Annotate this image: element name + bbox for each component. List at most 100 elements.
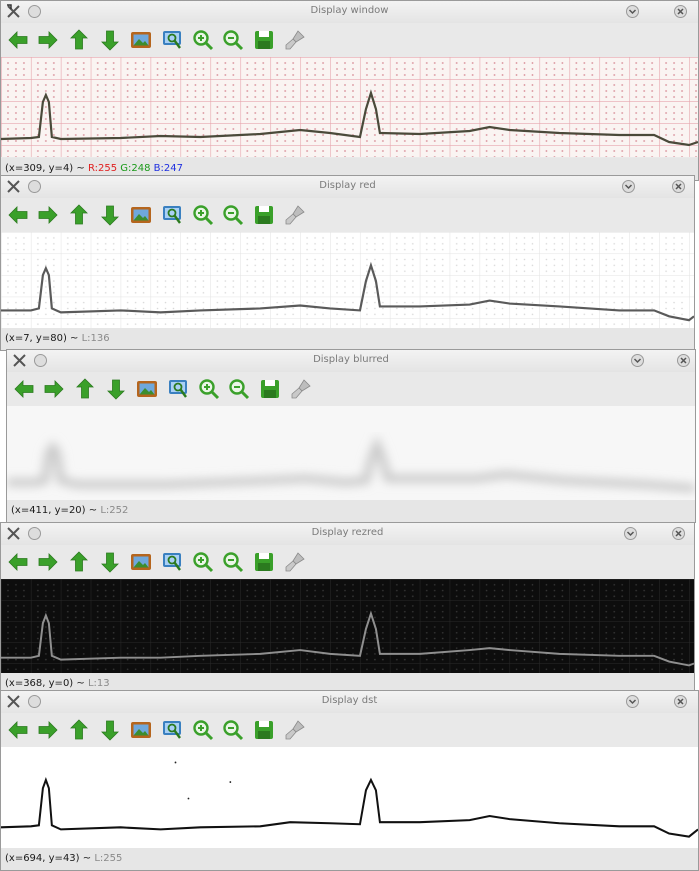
ecg-trace	[1, 610, 694, 667]
arrow-right-icon[interactable]	[36, 28, 60, 52]
status-bar: (x=411, y=20) ~ L:252	[7, 500, 695, 522]
arrow-left-icon[interactable]	[12, 377, 36, 401]
close-icon[interactable]	[671, 526, 686, 541]
image-view[interactable]	[1, 57, 698, 157]
arrow-left-icon[interactable]	[6, 550, 30, 574]
chevron-down-icon[interactable]	[621, 179, 636, 194]
arrow-right-icon[interactable]	[42, 377, 66, 401]
zoom-in-icon[interactable]	[191, 718, 215, 742]
display-dst-window: Display dst (x=694, y=43) ~ L:255	[0, 690, 699, 871]
arrow-right-icon[interactable]	[36, 718, 60, 742]
arrow-left-icon[interactable]	[6, 28, 30, 52]
level-value: L:255	[94, 853, 123, 864]
image-icon[interactable]	[129, 28, 153, 52]
arrow-right-icon[interactable]	[36, 550, 60, 574]
image-icon[interactable]	[135, 377, 159, 401]
title-bar[interactable]: Display rezred	[1, 523, 694, 545]
status-bar: (x=309, y=4) ~ R:255 G:248 B:247	[1, 158, 698, 180]
zoom-fit-icon[interactable]	[161, 718, 185, 742]
close-icon[interactable]	[671, 179, 686, 194]
arrow-up-icon[interactable]	[73, 377, 97, 401]
ecg-trace	[1, 89, 698, 147]
image-view[interactable]	[1, 232, 694, 330]
coords-readout: (x=368, y=0)	[5, 678, 74, 689]
zoom-fit-icon[interactable]	[167, 377, 191, 401]
image-icon[interactable]	[129, 718, 153, 742]
display-red-window: Display red (x=7, y=80) ~ L:136	[0, 175, 695, 351]
blue-value: B:247	[153, 163, 183, 174]
zoom-out-icon[interactable]	[221, 718, 245, 742]
app-menu-icon[interactable]	[12, 353, 27, 368]
display-rezred-window: Display rezred (x=368, y=0) ~ L:13	[0, 522, 695, 696]
level-value: L:252	[100, 505, 129, 516]
close-icon[interactable]	[676, 353, 691, 368]
zoom-out-icon[interactable]	[221, 28, 245, 52]
clear-brush-icon[interactable]	[289, 377, 313, 401]
zoom-out-icon[interactable]	[227, 377, 251, 401]
minimize-icon[interactable]	[27, 4, 42, 19]
image-view[interactable]	[7, 406, 695, 504]
status-bar: (x=7, y=80) ~ L:136	[1, 328, 694, 350]
level-value: L:13	[87, 678, 110, 689]
minimize-icon[interactable]	[33, 353, 48, 368]
close-icon[interactable]	[673, 4, 688, 19]
save-icon[interactable]	[258, 377, 282, 401]
minimize-icon[interactable]	[27, 526, 42, 541]
zoom-in-icon[interactable]	[191, 203, 215, 227]
arrow-up-icon[interactable]	[67, 550, 91, 574]
toolbar	[1, 198, 694, 232]
save-icon[interactable]	[252, 28, 276, 52]
arrow-left-icon[interactable]	[6, 203, 30, 227]
image-icon[interactable]	[129, 550, 153, 574]
title-bar[interactable]: Display red	[1, 176, 694, 198]
minimize-icon[interactable]	[27, 694, 42, 709]
toolbar	[1, 23, 698, 57]
zoom-in-icon[interactable]	[191, 550, 215, 574]
arrow-up-icon[interactable]	[67, 203, 91, 227]
arrow-down-icon[interactable]	[98, 203, 122, 227]
minimize-icon[interactable]	[27, 179, 42, 194]
zoom-out-icon[interactable]	[221, 550, 245, 574]
arrow-down-icon[interactable]	[98, 550, 122, 574]
toolbar	[1, 545, 694, 579]
save-icon[interactable]	[252, 550, 276, 574]
window-title: Display dst	[321, 695, 378, 706]
clear-brush-icon[interactable]	[283, 203, 307, 227]
save-icon[interactable]	[252, 718, 276, 742]
app-menu-icon[interactable]	[6, 694, 21, 709]
arrow-down-icon[interactable]	[98, 28, 122, 52]
title-bar[interactable]: Display dst	[1, 691, 698, 713]
clear-brush-icon[interactable]	[283, 718, 307, 742]
close-icon[interactable]	[673, 694, 688, 709]
save-icon[interactable]	[252, 203, 276, 227]
arrow-up-icon[interactable]	[67, 28, 91, 52]
zoom-fit-icon[interactable]	[161, 28, 185, 52]
title-bar[interactable]: Display blurred	[7, 350, 695, 372]
zoom-fit-icon[interactable]	[161, 203, 185, 227]
app-menu-icon[interactable]	[6, 179, 21, 194]
chevron-down-icon[interactable]	[623, 526, 638, 541]
arrow-down-icon[interactable]	[98, 718, 122, 742]
zoom-out-icon[interactable]	[221, 203, 245, 227]
zoom-in-icon[interactable]	[191, 28, 215, 52]
arrow-left-icon[interactable]	[6, 718, 30, 742]
arrow-down-icon[interactable]	[104, 377, 128, 401]
toolbar	[7, 372, 695, 406]
coords-readout: (x=309, y=4)	[5, 163, 74, 174]
app-menu-icon[interactable]	[6, 4, 21, 19]
window-title: Display red	[319, 180, 376, 191]
image-icon[interactable]	[129, 203, 153, 227]
image-view[interactable]	[1, 747, 698, 850]
title-bar[interactable]: Display window	[1, 1, 698, 23]
chevron-down-icon[interactable]	[625, 694, 640, 709]
clear-brush-icon[interactable]	[283, 550, 307, 574]
chevron-down-icon[interactable]	[630, 353, 645, 368]
clear-brush-icon[interactable]	[283, 28, 307, 52]
app-menu-icon[interactable]	[6, 526, 21, 541]
zoom-fit-icon[interactable]	[161, 550, 185, 574]
zoom-in-icon[interactable]	[197, 377, 221, 401]
chevron-down-icon[interactable]	[625, 4, 640, 19]
arrow-right-icon[interactable]	[36, 203, 60, 227]
image-view[interactable]	[1, 579, 694, 675]
arrow-up-icon[interactable]	[67, 718, 91, 742]
